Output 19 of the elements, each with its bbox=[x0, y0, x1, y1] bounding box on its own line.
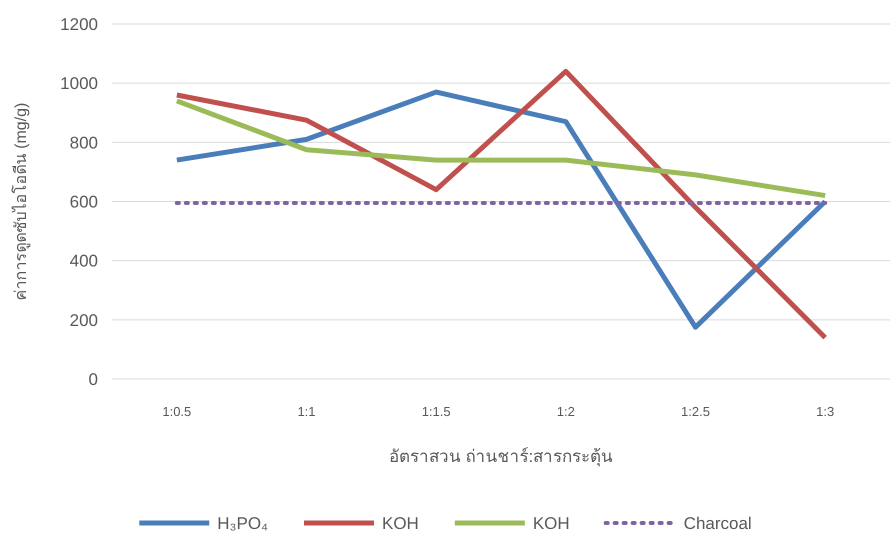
y-axis-title: ค่าการดูดซับไอโอดีน (mg/g) bbox=[11, 102, 31, 300]
legend-label: H₃PO₄ bbox=[217, 514, 268, 533]
legend-label: KOH bbox=[532, 514, 570, 533]
x-axis-title: อัตราสวน ถ่านชาร์:สารกระตุ้น bbox=[388, 447, 614, 467]
x-tick-label: 1:2 bbox=[556, 404, 575, 419]
x-tick-label: 1:0.5 bbox=[162, 404, 192, 419]
y-tick-label: 1200 bbox=[60, 15, 98, 34]
y-tick-label: 200 bbox=[70, 310, 98, 330]
y-tick-label: 1000 bbox=[60, 74, 98, 94]
legend-label: Charcoal bbox=[684, 514, 752, 533]
x-tick-label: 1:2.5 bbox=[681, 404, 710, 419]
y-tick-label: 0 bbox=[88, 370, 98, 389]
y-tick-label: 600 bbox=[70, 192, 98, 212]
legend-label: KOH bbox=[382, 514, 419, 533]
x-tick-label: 1:1 bbox=[297, 404, 316, 419]
x-tick-label: 1:1.5 bbox=[422, 404, 451, 419]
x-tick-label: 1:3 bbox=[816, 404, 834, 419]
y-tick-label: 400 bbox=[70, 252, 98, 271]
y-tick-label: 800 bbox=[70, 133, 98, 152]
